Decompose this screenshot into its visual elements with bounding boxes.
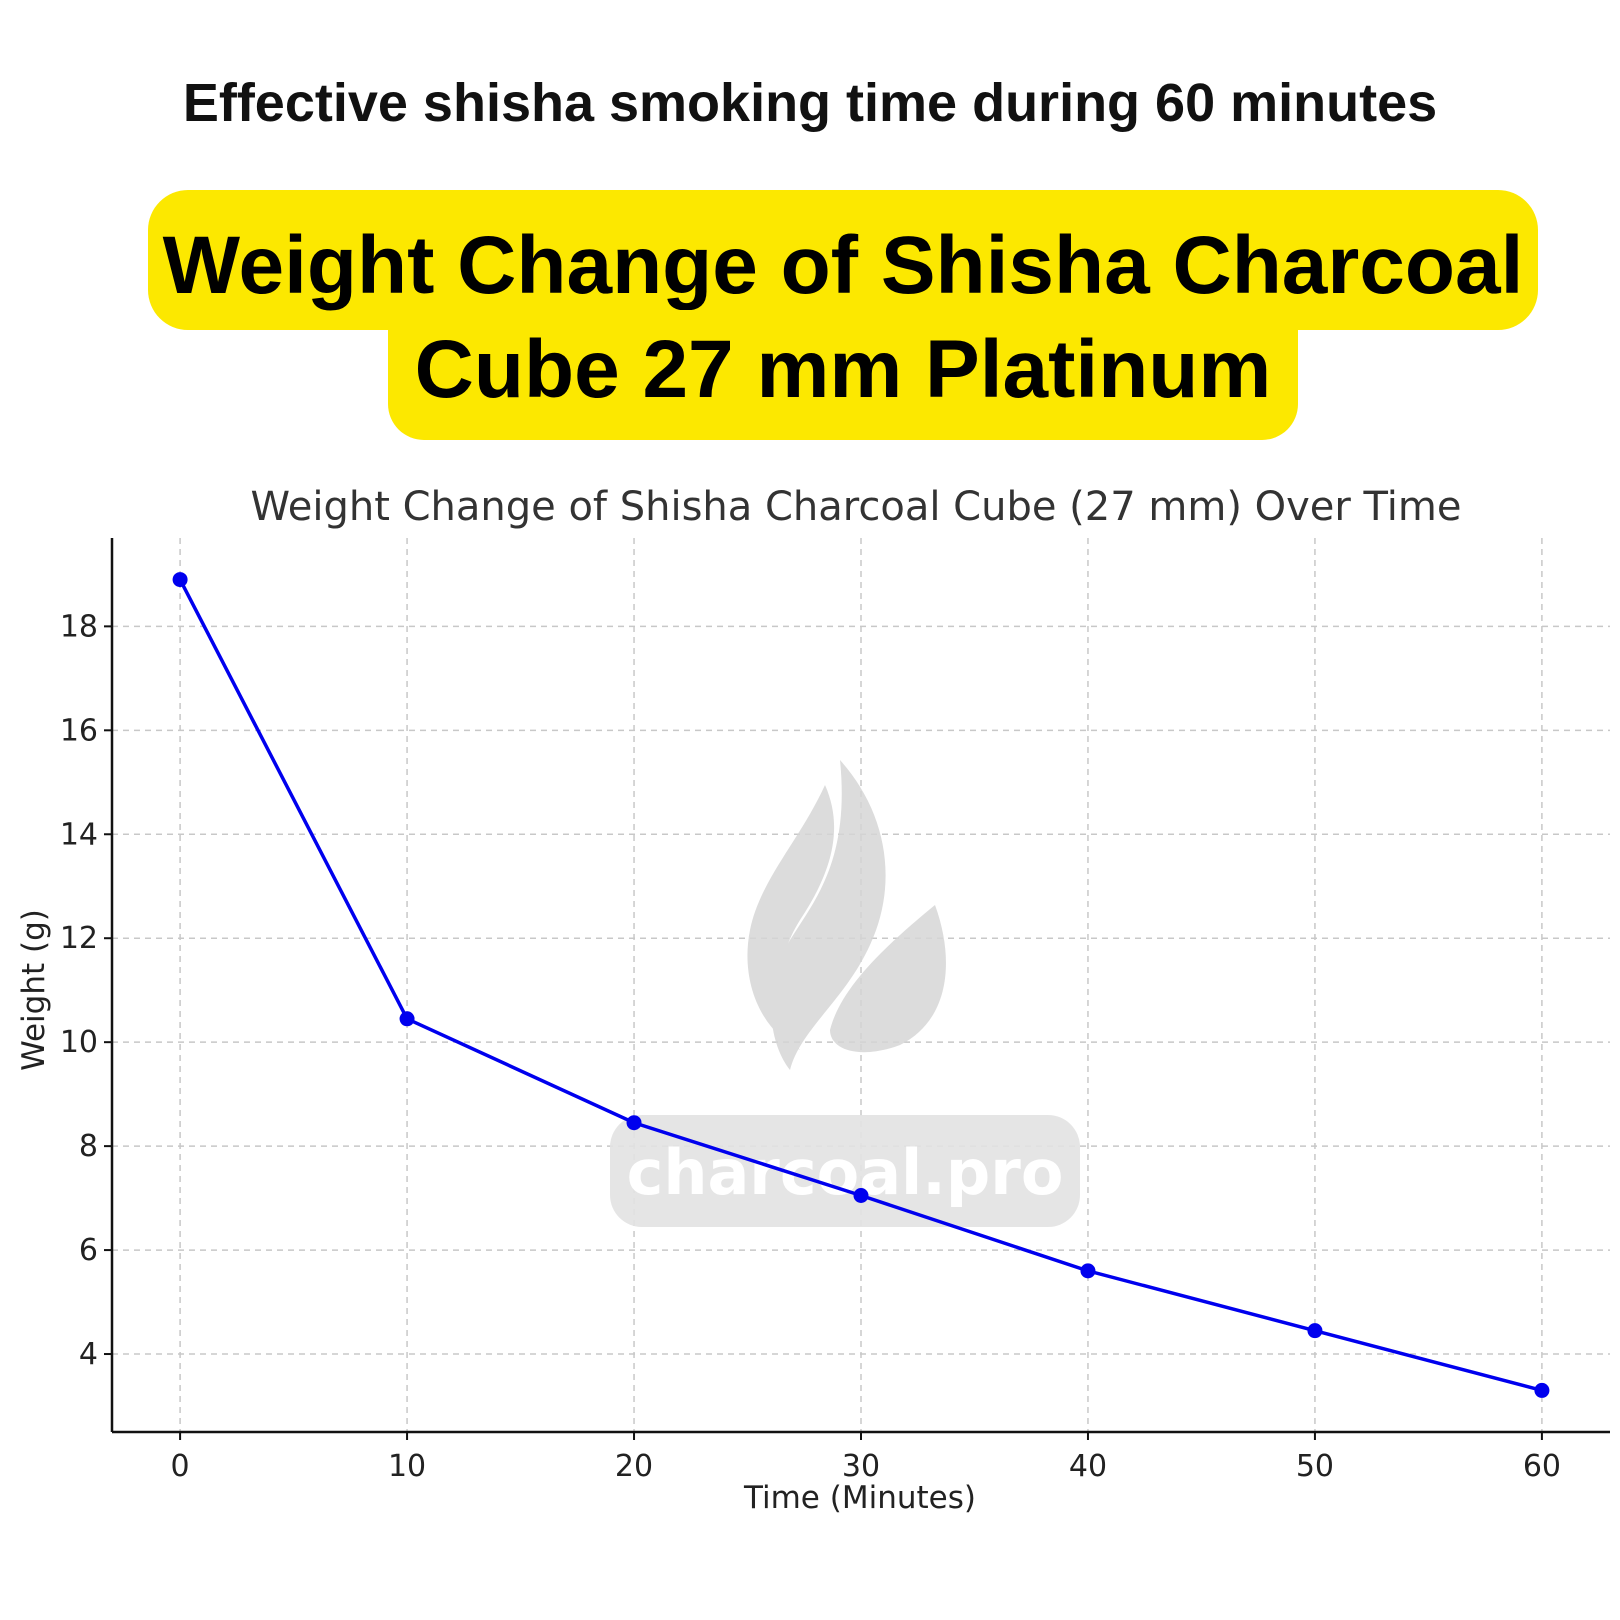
banner-title-line-1: Weight Change of Shisha Charcoal (148, 190, 1538, 330)
watermark-badge (610, 1115, 1080, 1227)
x-axis-title: Time (Minutes) (743, 1480, 976, 1516)
data-point (853, 1188, 869, 1204)
tick-labels: 0 10 20 30 40 50 60 4 6 8 10 12 14 16 18 (60, 609, 1561, 1484)
headline: Effective shisha smoking time during 60 … (182, 73, 1438, 133)
y-tick-label: 4 (79, 1337, 98, 1372)
data-point (172, 572, 188, 588)
x-tick-label: 0 (171, 1449, 190, 1484)
y-tick-label: 8 (79, 1129, 98, 1164)
x-tick-label: 40 (1069, 1449, 1107, 1484)
y-tick-label: 16 (60, 713, 98, 748)
x-tick-label: 60 (1523, 1449, 1561, 1484)
x-tick-label: 10 (388, 1449, 426, 1484)
data-point (399, 1011, 415, 1027)
x-tick-label: 50 (1296, 1449, 1334, 1484)
chart-title: Weight Change of Shisha Charcoal Cube (2… (251, 484, 1462, 530)
banner-title-line-2: Cube 27 mm Platinum (388, 310, 1298, 440)
y-axis-title: Weight (g) (16, 909, 52, 1071)
flame-logo-icon (747, 760, 946, 1070)
data-point (626, 1115, 642, 1131)
y-tick-label: 14 (60, 817, 98, 852)
data-point (1307, 1323, 1323, 1339)
data-point (1080, 1263, 1096, 1279)
watermark-text: charcoal.pro (627, 1136, 1064, 1209)
watermark: charcoal.pro (610, 760, 1080, 1227)
y-tick-label: 10 (60, 1025, 98, 1060)
y-tick-label: 18 (60, 609, 98, 644)
series-group (172, 572, 1550, 1398)
y-tick-label: 6 (79, 1233, 98, 1268)
x-tick-label: 20 (615, 1449, 653, 1484)
x-tick-label: 30 (842, 1449, 880, 1484)
data-point (1534, 1382, 1550, 1398)
y-tick-label: 12 (60, 921, 98, 956)
